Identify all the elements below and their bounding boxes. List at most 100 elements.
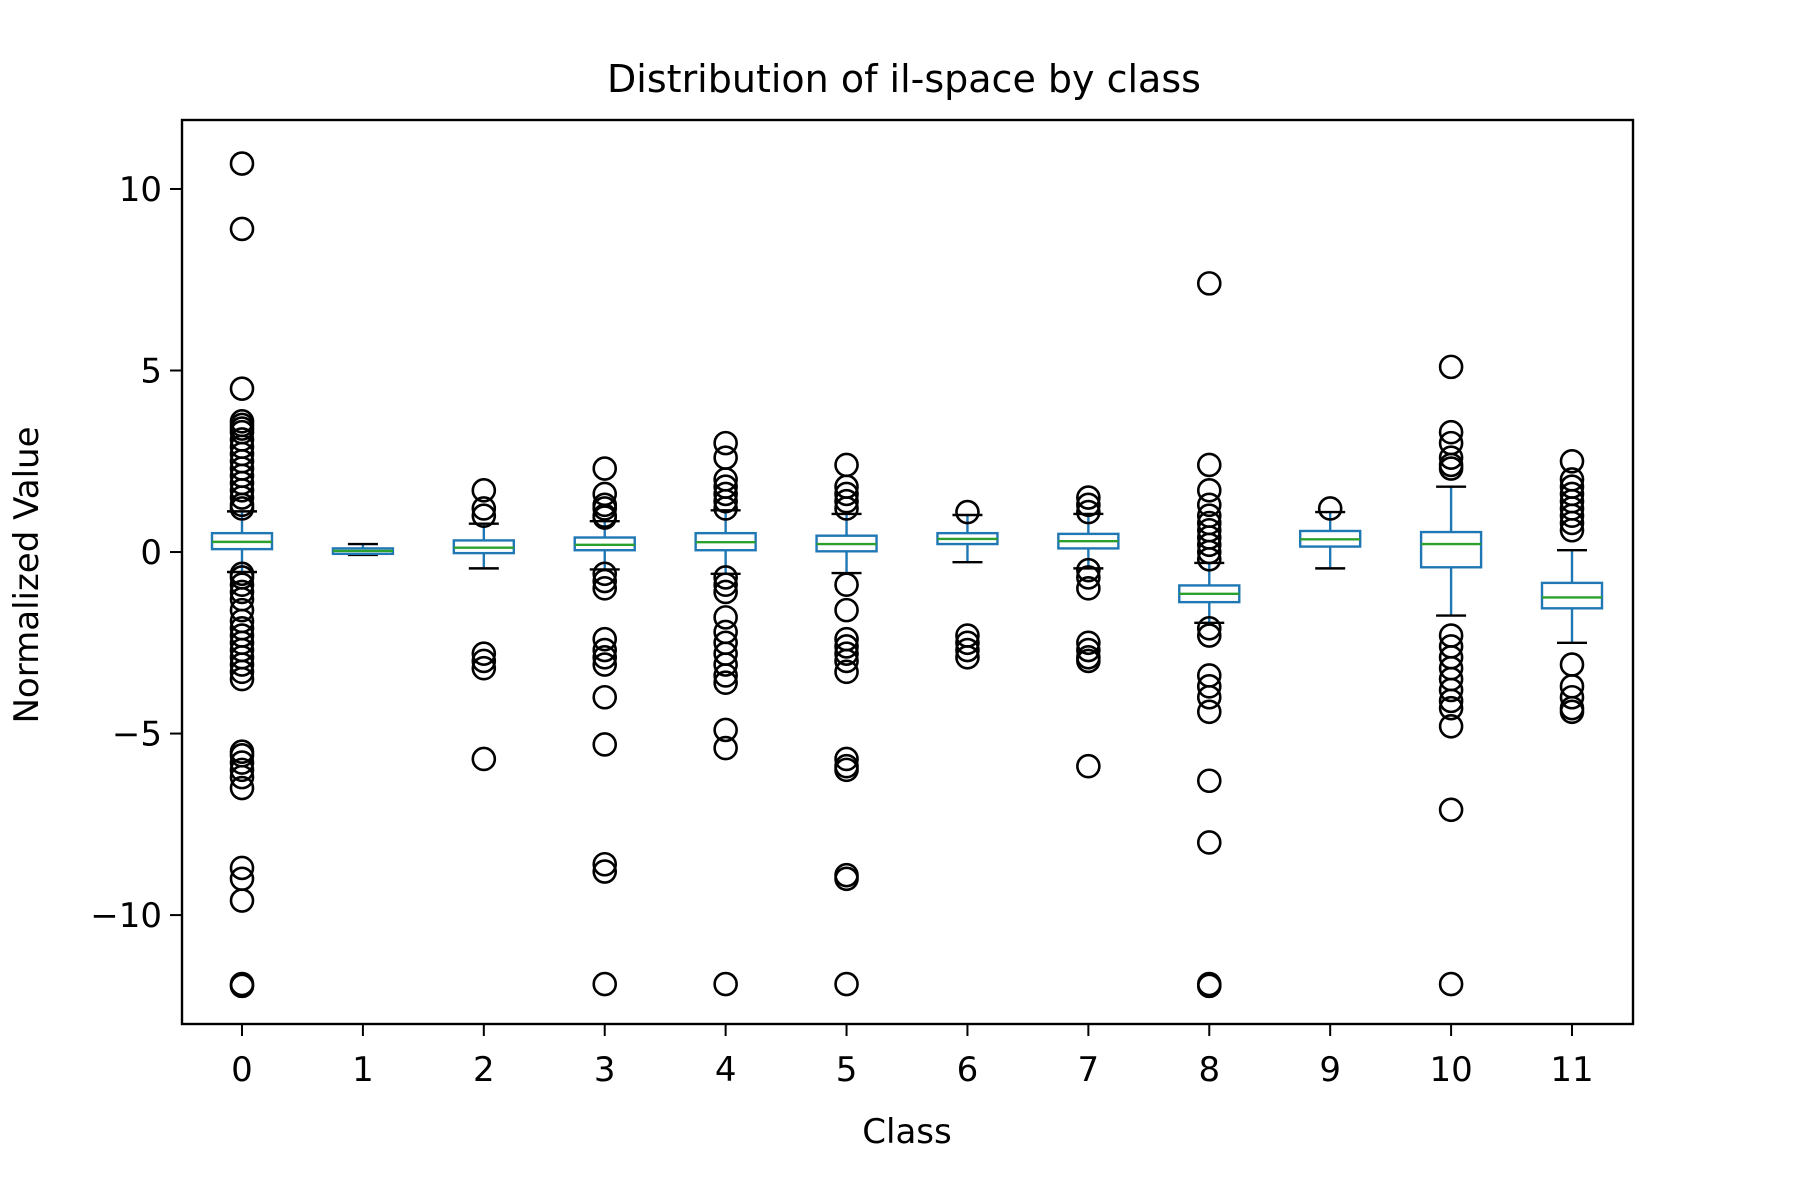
outlier-point xyxy=(834,648,859,674)
outlier-point xyxy=(1076,499,1101,525)
outlier-point xyxy=(592,637,618,663)
x-axis: 0 1 2 3 4 5 6 7 8 9 10 11 xyxy=(231,1024,1594,1090)
outlier-point xyxy=(229,376,255,401)
outlier-point xyxy=(1196,768,1222,794)
box-group xyxy=(331,542,395,557)
outlier-point xyxy=(1559,699,1585,725)
outlier-point xyxy=(471,648,497,674)
x-tick-label: 0 xyxy=(231,1050,253,1090)
outlier-point xyxy=(1076,648,1101,674)
outlier-point xyxy=(1196,684,1222,710)
outlier-point xyxy=(1076,637,1101,663)
outlier-point xyxy=(1076,492,1101,518)
outlier-point xyxy=(1196,271,1222,296)
outlier-point xyxy=(1438,445,1464,470)
x-tick-label: 4 xyxy=(715,1050,737,1090)
outlier-point xyxy=(713,565,738,590)
outlier-point xyxy=(834,488,859,514)
box-group xyxy=(210,151,274,999)
outlier-point xyxy=(1196,830,1222,855)
x-tick-label: 2 xyxy=(473,1050,495,1090)
box-iqr xyxy=(1419,530,1483,569)
plot-frame xyxy=(180,118,1635,1026)
outlier-point xyxy=(713,579,738,605)
outlier-point xyxy=(1076,485,1101,510)
x-tick-label: 7 xyxy=(1078,1050,1100,1090)
outlier-point xyxy=(229,855,255,881)
box-group xyxy=(1419,354,1483,997)
outlier-point xyxy=(1438,456,1464,481)
outlier-point xyxy=(834,659,859,685)
outlier-point xyxy=(1196,699,1222,725)
y-tick-label: −10 xyxy=(90,896,162,936)
outlier-point xyxy=(1559,517,1585,543)
outlier-point xyxy=(1076,753,1101,779)
x-tick-label: 3 xyxy=(594,1050,616,1090)
x-tick-label: 11 xyxy=(1550,1050,1593,1090)
outlier-point xyxy=(1196,452,1222,478)
box-group xyxy=(815,452,878,997)
box-group xyxy=(1298,496,1362,570)
outlier-point xyxy=(471,496,497,521)
outlier-point xyxy=(1559,684,1585,710)
outlier-point xyxy=(834,572,859,598)
outlier-point xyxy=(1076,630,1101,656)
outlier-point xyxy=(592,971,618,997)
y-axis-label: Normalized Value xyxy=(7,427,47,724)
outlier-point xyxy=(1438,695,1464,721)
box-group xyxy=(1178,271,1241,999)
outlier-point xyxy=(1438,419,1464,445)
outlier-point xyxy=(1076,565,1101,590)
outlier-point xyxy=(471,641,497,666)
outlier-point xyxy=(1438,688,1464,714)
outlier-point xyxy=(1438,354,1464,380)
outlier-point xyxy=(713,445,738,470)
box-group xyxy=(573,456,636,997)
outlier-point xyxy=(1438,677,1464,703)
outlier-point xyxy=(229,764,255,790)
outlier-point xyxy=(229,496,255,521)
outlier-point xyxy=(592,859,618,884)
outlier-point xyxy=(592,505,618,530)
x-tick-label: 1 xyxy=(352,1050,374,1090)
outlier-point xyxy=(592,684,618,710)
y-axis: 10 5 0 −5 −10 xyxy=(90,170,182,936)
outlier-point xyxy=(229,750,255,775)
x-tick-label: 10 xyxy=(1429,1050,1472,1090)
outlier-point xyxy=(592,851,618,877)
outlier-point xyxy=(1196,532,1222,558)
outlier-point xyxy=(1559,448,1585,474)
outlier-point xyxy=(1196,478,1222,503)
x-axis-label: Class xyxy=(862,1112,951,1152)
outlier-point xyxy=(1559,503,1585,529)
outlier-point xyxy=(229,652,255,677)
outlier-point xyxy=(1196,546,1222,572)
outlier-point xyxy=(229,666,255,692)
outlier-point xyxy=(1438,797,1464,823)
x-tick-label: 9 xyxy=(1319,1050,1341,1090)
outlier-point xyxy=(229,478,255,503)
outlier-point xyxy=(229,973,255,999)
outlier-point xyxy=(229,888,255,913)
outlier-point xyxy=(834,634,859,659)
outlier-point xyxy=(471,478,497,503)
outlier-point xyxy=(592,568,618,594)
outlier-point xyxy=(471,503,497,529)
outlier-point xyxy=(834,641,859,666)
outlier-point xyxy=(713,971,738,997)
outlier-point xyxy=(229,579,255,605)
outlier-point xyxy=(1559,510,1585,536)
outlier-point xyxy=(229,757,255,783)
outlier-point xyxy=(713,735,738,761)
outlier-point xyxy=(955,630,980,656)
outlier-point xyxy=(592,576,618,601)
box-group xyxy=(1057,485,1120,779)
outlier-point xyxy=(1076,557,1101,583)
outlier-point xyxy=(1438,713,1464,739)
outlier-point xyxy=(834,971,859,997)
outlier-point xyxy=(834,746,859,772)
outlier-point xyxy=(1196,674,1222,699)
x-tick-label: 8 xyxy=(1198,1050,1220,1090)
